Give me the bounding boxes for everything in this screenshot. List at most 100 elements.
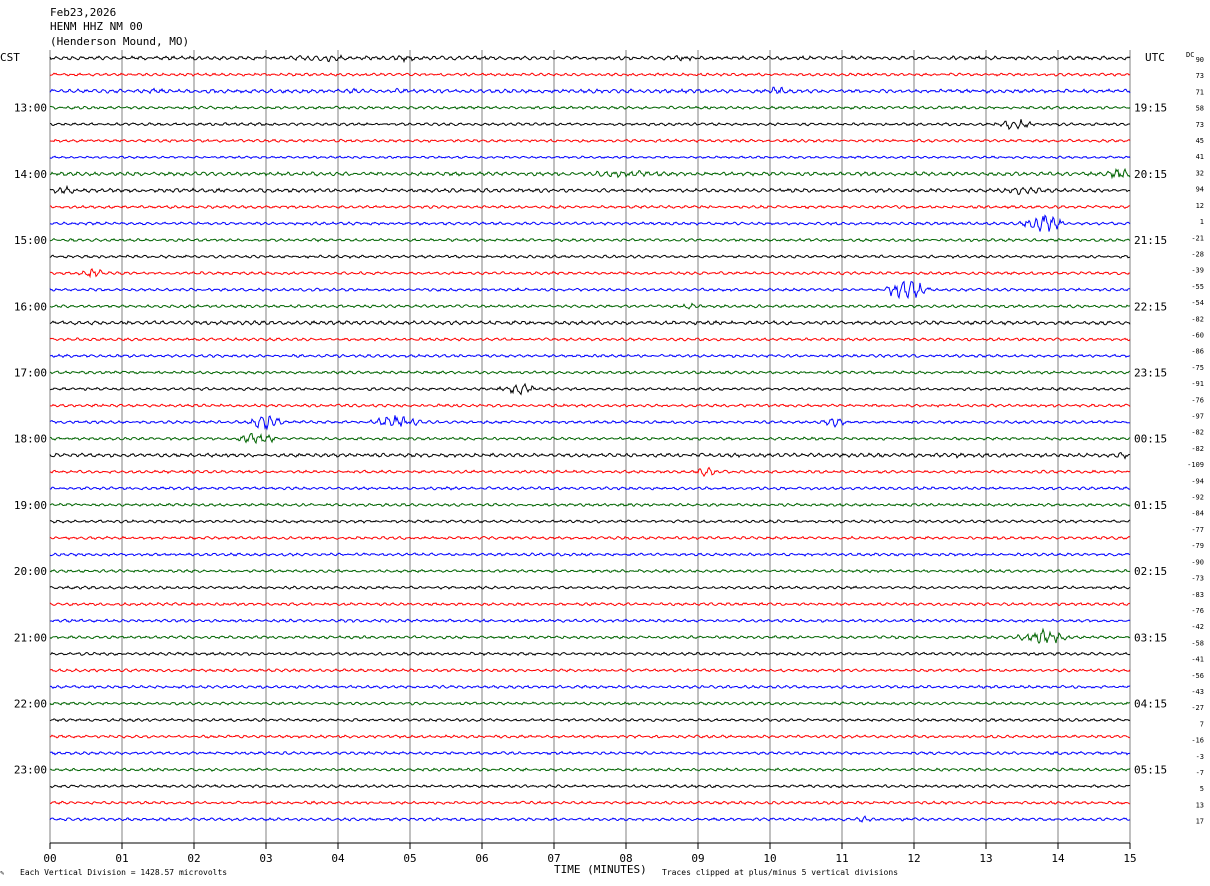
left-timezone-label: CST [0,51,20,64]
dc-offset-label: 1 [1200,218,1204,226]
dc-offset-label: -42 [1191,623,1204,631]
station-label: HENM HHZ NM 00 [50,20,143,33]
trace-row [49,668,1131,673]
scale-note: Each Vertical Division = 1428.57 microvo… [20,868,227,877]
trace-row [49,585,1131,590]
trace-row [49,535,1131,541]
x-tick-label: 08 [619,852,632,865]
dc-offset-label: -16 [1191,737,1204,745]
trace-row [49,651,1131,657]
utc-hour-label: 04:15 [1134,697,1167,710]
x-tick-label: 09 [691,852,704,865]
seismic-traces [49,54,1131,823]
trace-row [49,601,1130,607]
dc-offset-label: 17 [1196,818,1204,826]
right-timezone-label: UTC [1145,51,1165,64]
footer: ✎ Each Vertical Division = 1428.57 micro… [0,863,898,877]
dc-offset-label: -55 [1191,283,1204,291]
dc-offset-label: -7 [1196,769,1204,777]
trace-row [49,502,1131,507]
x-tick-label: 01 [115,852,128,865]
trace-row [49,701,1130,706]
trace-row [49,568,1131,574]
date-label: Feb23,2026 [50,6,116,19]
trace-row [49,302,1131,310]
dc-offset-label: 41 [1196,153,1204,161]
trace-row [49,138,1131,144]
dc-offset-label: -28 [1191,250,1204,258]
dc-offset-label: -21 [1191,234,1204,242]
trace-row [49,119,1131,131]
dc-offset-label: -73 [1191,575,1204,583]
trace-row [49,86,1131,95]
trace-row [49,519,1131,524]
trace-row [49,167,1131,180]
trace-row [49,267,1131,279]
dc-offset-label: -43 [1191,688,1204,696]
trace-row [49,717,1131,723]
cst-hour-label: 21:00 [14,631,47,644]
dc-offset-label: 12 [1196,202,1204,210]
utc-hour-label: 03:15 [1134,631,1167,644]
dc-offset-label: -76 [1191,396,1204,404]
trace-row [49,155,1131,160]
trace-row [49,403,1131,408]
dc-offset-label: -109 [1187,461,1204,469]
cst-hour-label: 17:00 [14,366,47,379]
pen-icon: ✎ [0,869,4,877]
cst-hour-label: 19:00 [14,499,47,512]
dc-offset-label: -82 [1191,445,1204,453]
dc-offset-label: -94 [1191,477,1204,485]
trace-row [49,552,1131,557]
x-tick-label: 07 [547,852,560,865]
trace-row [49,72,1131,77]
trace-row [49,800,1131,806]
dc-offset-label: -76 [1191,607,1204,615]
location-label: (Henderson Mound, MO) [50,35,189,48]
trace-row [49,54,1131,64]
cst-hour-label: 22:00 [14,697,47,710]
cst-hour-label: 15:00 [14,234,47,247]
header: Feb23,2026 HENM HHZ NM 00 (Henderson Mou… [0,6,1194,64]
x-tick-label: 04 [331,852,345,865]
trace-row [49,486,1131,491]
dc-offset-label: -83 [1191,591,1204,599]
utc-hour-label: 21:15 [1134,234,1167,247]
trace-row [49,280,1131,300]
x-tick-label: 02 [187,852,200,865]
x-tick-label: 05 [403,852,416,865]
x-tick-label: 03 [259,852,272,865]
cst-hour-label: 18:00 [14,433,47,446]
dc-offset-label: 94 [1196,186,1204,194]
x-tick-label: 12 [907,852,920,865]
dc-offset-label: 71 [1196,88,1204,96]
x-axis-title: TIME (MINUTES) [554,863,647,876]
cst-hour-label: 16:00 [14,300,47,313]
trace-row [50,353,1130,359]
trace-row [49,237,1131,243]
utc-hour-label: 02:15 [1134,565,1167,578]
dc-offset-label: -91 [1191,380,1204,388]
trace-row [49,204,1131,210]
utc-hour-label: 23:15 [1134,366,1167,379]
cst-hour-label: 13:00 [14,102,47,115]
x-axis: 00 01 02 03 04 05 06 07 08 09 10 11 12 13 14 15 [43,842,1137,865]
minute-grid [49,50,1131,843]
trace-row [49,254,1131,259]
trace-row [49,319,1131,326]
trace-row [49,432,1131,445]
dc-offset-label: -97 [1191,413,1204,421]
trace-row [49,370,1131,375]
trace-row [49,815,1131,823]
dc-offset-label: -86 [1191,348,1204,356]
x-tick-label: 14 [1051,852,1065,865]
utc-hour-label: 20:15 [1134,168,1167,181]
trace-row [49,105,1131,110]
dc-offset-label: -90 [1191,558,1204,566]
trace-row [49,627,1131,645]
x-tick-label: 06 [475,852,488,865]
cst-hour-label: 20:00 [14,565,47,578]
trace-row [49,337,1131,342]
dc-offset-label: -27 [1191,704,1204,712]
trace-row [49,415,1131,431]
